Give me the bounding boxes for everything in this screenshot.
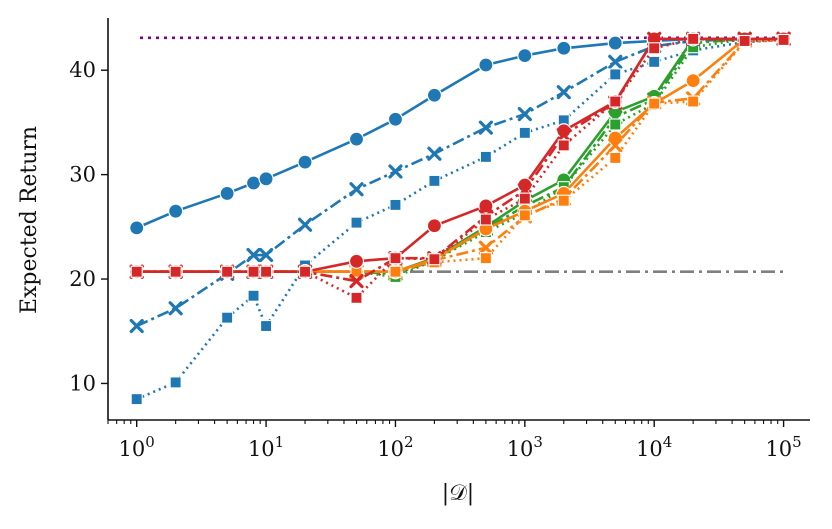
data-point	[609, 118, 622, 131]
x-tick-label: 101	[248, 433, 284, 461]
y-tick-label: 40	[69, 58, 96, 82]
data-point	[349, 274, 364, 289]
data-point	[221, 311, 234, 324]
data-point	[389, 198, 402, 211]
data-point	[168, 301, 183, 316]
data-point	[557, 139, 570, 152]
series-line	[136, 37, 784, 230]
data-point	[608, 54, 623, 69]
data-point	[260, 265, 273, 278]
data-point	[517, 106, 532, 122]
data-point	[260, 319, 273, 333]
data-point	[428, 253, 441, 266]
data-point	[685, 73, 701, 89]
series-blue-square-dotted	[130, 33, 790, 406]
data-point	[247, 265, 260, 278]
data-point	[168, 203, 184, 219]
x-tick-label: 102	[377, 433, 413, 461]
data-point	[609, 68, 622, 81]
x-tick-label: 105	[765, 433, 801, 461]
data-point	[387, 111, 404, 127]
data-point	[518, 192, 531, 205]
data-point	[608, 138, 623, 153]
data-point	[556, 127, 571, 143]
data-point	[518, 126, 531, 139]
y-tick-label: 30	[69, 163, 96, 187]
data-point	[648, 42, 661, 55]
data-point	[428, 174, 441, 187]
data-point	[648, 97, 661, 110]
data-point	[169, 265, 182, 278]
data-point	[556, 40, 572, 56]
x-tick-label: 103	[507, 433, 543, 461]
data-point	[219, 185, 235, 202]
x-tick-label: 104	[636, 433, 672, 461]
data-point	[297, 154, 313, 170]
series-layer	[129, 31, 792, 406]
data-point	[738, 34, 751, 48]
ticks: 100 101 102 103 104 105 10 20 30 40	[69, 58, 801, 461]
data-point	[687, 95, 700, 108]
series-orange-x-dashdot	[129, 31, 791, 279]
data-point	[557, 194, 570, 207]
data-point	[777, 33, 790, 46]
series-red-x-dashdot	[129, 31, 791, 289]
data-point	[479, 150, 492, 163]
series-green-circle-solid	[129, 31, 792, 280]
data-point	[427, 146, 442, 161]
data-point	[478, 240, 493, 255]
data-point	[297, 217, 313, 232]
series-blue-circle-solid	[129, 31, 792, 236]
data-point	[130, 265, 143, 278]
data-point	[129, 318, 144, 334]
data-point	[245, 175, 262, 191]
series-line	[136, 37, 784, 276]
data-point	[478, 120, 493, 135]
axes	[107, 18, 810, 421]
x-axis-label: |𝒟|	[442, 481, 474, 506]
data-point	[258, 247, 274, 263]
data-point	[479, 252, 492, 265]
data-point	[129, 220, 145, 236]
data-point	[246, 247, 261, 263]
data-point	[518, 209, 531, 222]
y-tick-label: 20	[69, 267, 96, 291]
data-point	[556, 85, 571, 100]
data-point	[350, 216, 363, 229]
data-point	[648, 55, 661, 68]
data-point	[478, 57, 494, 73]
series-red-square-dotted	[130, 32, 790, 304]
data-point	[478, 198, 494, 214]
data-point	[258, 171, 274, 187]
x-tick-label: 100	[119, 433, 155, 461]
data-point	[350, 291, 363, 304]
data-point	[607, 35, 623, 51]
data-point	[247, 289, 260, 302]
data-point	[517, 47, 533, 64]
data-point	[298, 265, 312, 278]
data-point	[426, 218, 443, 234]
data-point	[426, 87, 443, 103]
series-line	[136, 37, 784, 300]
data-point	[389, 252, 402, 265]
data-point	[607, 130, 623, 146]
data-point	[221, 265, 234, 278]
data-point	[349, 182, 364, 197]
data-point	[609, 151, 622, 164]
data-point	[609, 95, 622, 108]
data-point	[348, 131, 365, 147]
y-tick-label: 10	[69, 371, 96, 395]
data-point	[687, 32, 700, 45]
data-point	[169, 376, 182, 389]
series-orange-square-dotted	[130, 33, 790, 278]
data-point	[479, 213, 492, 226]
data-point	[348, 253, 365, 269]
y-axis-label: Expected Return	[17, 126, 42, 314]
data-point	[388, 164, 403, 179]
data-point	[130, 393, 143, 406]
data-point	[389, 265, 402, 278]
